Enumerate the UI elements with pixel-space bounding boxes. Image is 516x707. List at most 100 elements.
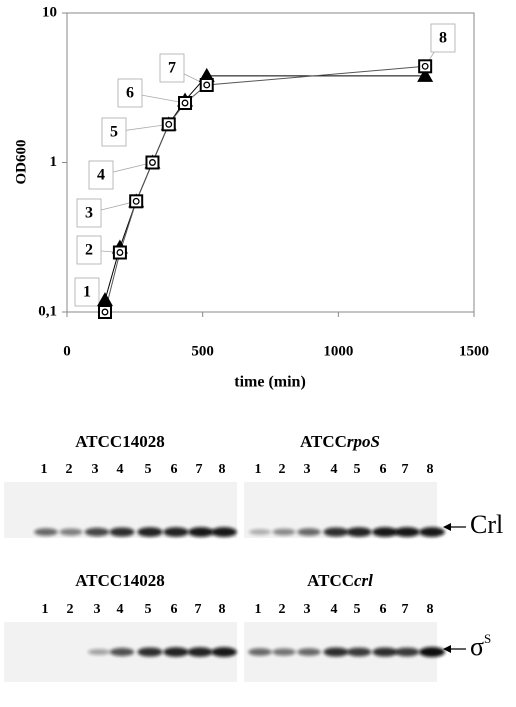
band bbox=[372, 527, 398, 537]
x-axis-title: time (min) bbox=[234, 374, 306, 391]
lane-label: 3 bbox=[304, 462, 311, 477]
lane-label: 1 bbox=[255, 602, 262, 617]
lane-label: 5 bbox=[354, 462, 361, 477]
title-part: ATCC bbox=[300, 432, 347, 451]
lane-label: 5 bbox=[145, 462, 152, 477]
band bbox=[211, 647, 237, 657]
lane-label: 4 bbox=[331, 462, 338, 477]
band bbox=[249, 529, 271, 535]
lane-label: 6 bbox=[380, 462, 387, 477]
y-tick-label: 0,1 bbox=[38, 303, 57, 319]
band bbox=[248, 648, 272, 656]
lane-label: 5 bbox=[354, 602, 361, 617]
square-marker bbox=[146, 157, 158, 169]
marker-circle bbox=[422, 64, 428, 70]
marker-circle bbox=[204, 82, 210, 88]
page: OD600 time (min) ATCC1402812345678ATCCrp… bbox=[0, 0, 516, 707]
x-tick-label: 1500 bbox=[459, 343, 489, 359]
band bbox=[273, 529, 296, 536]
lane-label: 2 bbox=[279, 462, 286, 477]
lane-label: 8 bbox=[219, 462, 226, 477]
y-axis-title: OD600 bbox=[13, 140, 29, 185]
band bbox=[137, 527, 162, 536]
lane-label: 4 bbox=[331, 602, 338, 617]
lane-label: 8 bbox=[219, 602, 226, 617]
y-tick-label: 10 bbox=[42, 4, 57, 20]
band bbox=[323, 527, 348, 536]
marker-label: σS bbox=[470, 631, 491, 661]
title-part: ATCC bbox=[307, 571, 354, 590]
square-marker bbox=[130, 195, 142, 207]
lane-label: 8 bbox=[427, 462, 434, 477]
marker-superscript: S bbox=[484, 631, 491, 646]
band bbox=[272, 648, 295, 655]
marker-circle bbox=[182, 100, 188, 106]
lane-label: 6 bbox=[171, 462, 178, 477]
lane-label: 4 bbox=[117, 462, 124, 477]
band bbox=[187, 647, 212, 656]
band bbox=[109, 527, 134, 536]
band bbox=[163, 647, 188, 656]
plot-frame bbox=[67, 13, 474, 312]
x-tick-label: 500 bbox=[191, 343, 214, 359]
series-line bbox=[105, 66, 425, 312]
lane-label: 2 bbox=[66, 462, 73, 477]
arrow-head bbox=[443, 523, 451, 531]
band bbox=[394, 527, 420, 537]
band bbox=[323, 647, 348, 656]
band bbox=[372, 647, 397, 656]
lane-label: 2 bbox=[67, 602, 74, 617]
point-label: 1 bbox=[83, 284, 91, 301]
figure: OD600 time (min) ATCC1402812345678ATCCrp… bbox=[0, 0, 516, 707]
point-label: 8 bbox=[439, 30, 447, 47]
square-marker bbox=[419, 60, 431, 72]
marker-circle bbox=[117, 250, 123, 256]
marker-circle bbox=[150, 160, 156, 166]
band bbox=[347, 648, 372, 657]
lane-label: 7 bbox=[195, 602, 202, 617]
lane-label: 7 bbox=[196, 462, 203, 477]
band bbox=[395, 648, 420, 657]
x-tick-label: 0 bbox=[63, 343, 71, 359]
point-label: 4 bbox=[97, 167, 105, 184]
point-label: 7 bbox=[168, 60, 176, 77]
band bbox=[419, 527, 445, 537]
square-marker bbox=[179, 97, 191, 109]
lane-label: 8 bbox=[427, 602, 434, 617]
panel-title: ATCCcrl bbox=[307, 571, 373, 590]
marker-circle bbox=[133, 199, 139, 205]
lane-label: 4 bbox=[117, 602, 124, 617]
band bbox=[85, 528, 110, 537]
lane-label: 3 bbox=[94, 602, 101, 617]
band bbox=[88, 649, 110, 655]
lane-label: 1 bbox=[255, 462, 262, 477]
band bbox=[188, 527, 214, 537]
band bbox=[297, 528, 321, 536]
lane-label: 6 bbox=[380, 602, 387, 617]
lane-label: 7 bbox=[402, 462, 409, 477]
x-tick-label: 1000 bbox=[323, 343, 353, 359]
square-marker bbox=[99, 306, 111, 318]
marker-circle bbox=[166, 122, 172, 128]
marker-symbol: Crl bbox=[470, 510, 503, 539]
square-marker bbox=[163, 118, 175, 130]
title-part: ATCC14028 bbox=[75, 432, 164, 451]
band bbox=[137, 647, 162, 656]
band bbox=[297, 648, 321, 656]
series-line bbox=[105, 76, 425, 300]
band bbox=[211, 527, 237, 537]
lane-label: 7 bbox=[402, 602, 409, 617]
band bbox=[346, 527, 371, 536]
y-tick-label: 1 bbox=[50, 154, 58, 170]
title-part: rpoS bbox=[347, 432, 380, 451]
point-label: 3 bbox=[85, 205, 93, 222]
lane-label: 1 bbox=[41, 462, 48, 477]
lane-label: 3 bbox=[304, 602, 311, 617]
panel-title: ATCC14028 bbox=[75, 432, 164, 451]
square-marker bbox=[201, 79, 213, 91]
lane-label: 5 bbox=[145, 602, 152, 617]
band bbox=[34, 528, 58, 536]
lane-label: 6 bbox=[171, 602, 178, 617]
marker-symbol: σ bbox=[470, 632, 484, 661]
